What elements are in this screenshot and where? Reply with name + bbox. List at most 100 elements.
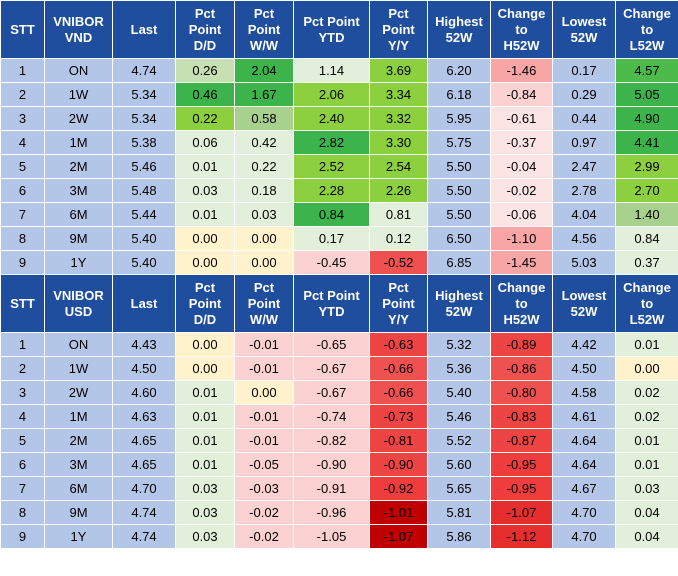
row-stt: 2 [0, 356, 45, 381]
row-pct-ytd: -0.65 [293, 332, 370, 357]
row-pct-yy: -0.73 [369, 404, 428, 429]
row-pct-yy: 3.69 [369, 58, 428, 83]
row-pct-ww: 1.67 [234, 82, 294, 107]
header-pct-yy: Pct Point Y/Y [369, 274, 428, 333]
usd-header-row: STT VNIBOR USD Last Pct Point D/D Pct Point W/W Pc… [0, 274, 678, 333]
row-tenor: ON [44, 332, 113, 357]
row-change-h52w: -0.04 [490, 154, 553, 179]
row-last: 5.48 [112, 178, 176, 203]
row-tenor: 2M [44, 428, 113, 453]
row-pct-ytd: -0.67 [293, 356, 370, 381]
row-pct-ytd: -0.90 [293, 452, 370, 477]
row-tenor: ON [44, 58, 113, 83]
row-pct-yy: -1.01 [369, 500, 428, 525]
row-pct-yy: 2.54 [369, 154, 428, 179]
row-pct-dd: 0.00 [175, 356, 235, 381]
row-pct-ww: -0.05 [234, 452, 294, 477]
row-last: 4.60 [112, 380, 176, 405]
row-change-h52w: -0.95 [490, 452, 553, 477]
row-pct-ytd: 2.06 [293, 82, 370, 107]
row-low-52w: 0.97 [552, 130, 616, 155]
row-last: 4.50 [112, 356, 176, 381]
row-low-52w: 4.58 [552, 380, 616, 405]
row-high-52w: 5.50 [427, 202, 491, 227]
row-high-52w: 5.86 [427, 524, 491, 549]
row-tenor: 2W [44, 106, 113, 131]
row-tenor: 1M [44, 404, 113, 429]
row-pct-yy: 3.30 [369, 130, 428, 155]
row-pct-ww: 0.42 [234, 130, 294, 155]
header-pct-ww: Pct Point W/W [234, 274, 294, 333]
row-pct-yy: -0.52 [369, 250, 428, 275]
row-high-52w: 5.81 [427, 500, 491, 525]
row-pct-ytd: 2.52 [293, 154, 370, 179]
row-pct-ytd: -0.82 [293, 428, 370, 453]
header-currency: VNIBOR VND [44, 0, 113, 59]
header-change-h52w: Change to H52W [490, 274, 553, 333]
row-change-l52w: 4.90 [615, 106, 678, 131]
row-low-52w: 2.78 [552, 178, 616, 203]
row-pct-dd: 0.03 [175, 178, 235, 203]
row-high-52w: 5.60 [427, 452, 491, 477]
row-pct-ww: -0.01 [234, 428, 294, 453]
table-row: 6 3M 5.48 0.03 0.18 2.28 2.26 5.50 -0.02 2.78 2.70 [0, 178, 678, 203]
row-stt: 7 [0, 476, 45, 501]
row-high-52w: 5.36 [427, 356, 491, 381]
row-high-52w: 5.40 [427, 380, 491, 405]
row-change-l52w: 0.01 [615, 452, 678, 477]
row-pct-yy: 0.12 [369, 226, 428, 251]
row-tenor: 2W [44, 380, 113, 405]
row-pct-yy: 3.34 [369, 82, 428, 107]
header-high-52w: Highest 52W [427, 0, 491, 59]
row-pct-dd: 0.22 [175, 106, 235, 131]
row-pct-yy: -0.66 [369, 380, 428, 405]
row-high-52w: 5.75 [427, 130, 491, 155]
row-change-l52w: 5.05 [615, 82, 678, 107]
row-stt: 6 [0, 178, 45, 203]
header-last: Last [112, 274, 176, 333]
row-low-52w: 4.50 [552, 356, 616, 381]
table-row: 9 1Y 5.40 0.00 0.00 -0.45 -0.52 6.85 -1.45 5.03 0.… [0, 250, 678, 275]
row-pct-yy: -0.81 [369, 428, 428, 453]
row-stt: 3 [0, 106, 45, 131]
header-pct-yy: Pct Point Y/Y [369, 0, 428, 59]
row-change-l52w: 0.02 [615, 380, 678, 405]
row-last: 4.74 [112, 524, 176, 549]
row-stt: 7 [0, 202, 45, 227]
row-change-h52w: -1.46 [490, 58, 553, 83]
row-pct-ww: -0.01 [234, 332, 294, 357]
row-tenor: 9M [44, 226, 113, 251]
row-last: 4.74 [112, 58, 176, 83]
header-change-l52w: Change to L52W [615, 0, 678, 59]
row-change-l52w: 4.41 [615, 130, 678, 155]
row-stt: 2 [0, 82, 45, 107]
row-high-52w: 6.50 [427, 226, 491, 251]
row-pct-dd: 0.03 [175, 524, 235, 549]
row-last: 5.40 [112, 250, 176, 275]
row-last: 5.34 [112, 106, 176, 131]
row-change-h52w: -0.83 [490, 404, 553, 429]
table-row: 7 6M 5.44 0.01 0.03 0.84 0.81 5.50 -0.06 4.04 1.40 [0, 202, 678, 227]
row-change-l52w: 0.01 [615, 332, 678, 357]
header-low-52w: Lowest 52W [552, 274, 616, 333]
row-high-52w: 6.20 [427, 58, 491, 83]
row-high-52w: 5.46 [427, 404, 491, 429]
row-tenor: 2M [44, 154, 113, 179]
row-tenor: 3M [44, 178, 113, 203]
row-high-52w: 5.52 [427, 428, 491, 453]
row-pct-dd: 0.01 [175, 452, 235, 477]
row-pct-yy: -0.90 [369, 452, 428, 477]
table-row: 5 2M 5.46 0.01 0.22 2.52 2.54 5.50 -0.04 2.47 2.99 [0, 154, 678, 179]
row-tenor: 6M [44, 476, 113, 501]
row-tenor: 1Y [44, 524, 113, 549]
row-stt: 1 [0, 332, 45, 357]
row-change-l52w: 0.01 [615, 428, 678, 453]
row-change-h52w: -0.37 [490, 130, 553, 155]
row-high-52w: 5.50 [427, 178, 491, 203]
row-pct-dd: 0.01 [175, 202, 235, 227]
row-change-h52w: -0.84 [490, 82, 553, 107]
row-high-52w: 5.95 [427, 106, 491, 131]
table-row: 4 1M 5.38 0.06 0.42 2.82 3.30 5.75 -0.37 0.97 4.41 [0, 130, 678, 155]
row-stt: 1 [0, 58, 45, 83]
row-change-h52w: -0.87 [490, 428, 553, 453]
